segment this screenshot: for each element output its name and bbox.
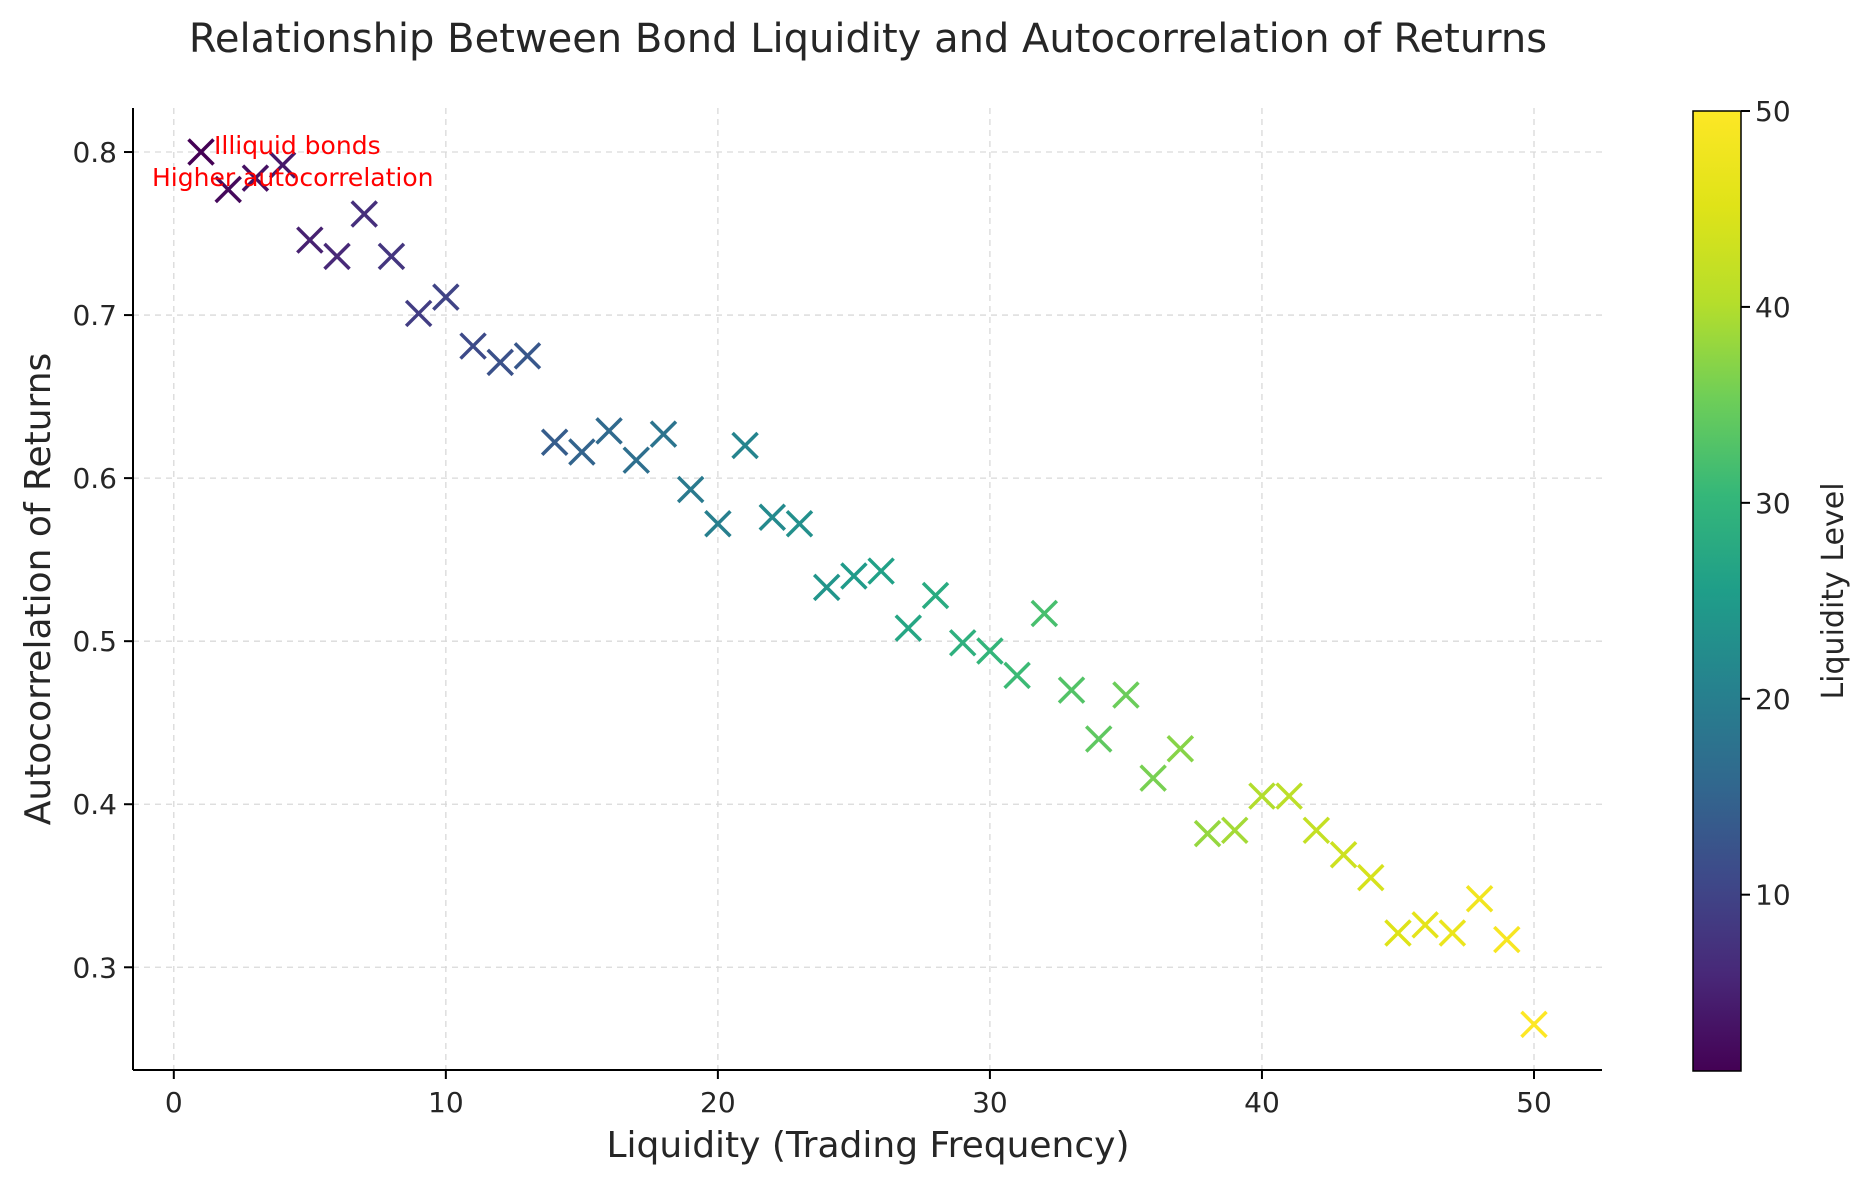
colorbar-label: Liquidity Level xyxy=(1816,482,1850,699)
data-point xyxy=(704,510,732,538)
data-point xyxy=(1030,599,1059,628)
data-point xyxy=(1003,661,1031,690)
colorbar: 10 20 30 40 50 Liquidity Level xyxy=(1692,95,1850,1072)
data-point xyxy=(785,510,814,538)
annotations: Illiquid bonds Higher autocorrelation xyxy=(152,131,433,192)
y-axis-label: Autocorrelation of Returns xyxy=(18,353,59,826)
data-point xyxy=(432,283,460,311)
data-point xyxy=(1248,782,1276,810)
data-point xyxy=(1221,816,1249,845)
data-point xyxy=(377,242,406,271)
data-point xyxy=(867,557,895,585)
data-point xyxy=(1275,782,1303,810)
x-tick-label: 10 xyxy=(428,1086,464,1119)
annotation-illiquid-bonds: Illiquid bonds xyxy=(214,131,381,160)
data-point xyxy=(214,175,242,204)
data-point xyxy=(1520,1010,1548,1039)
data-point xyxy=(540,428,569,456)
data-point xyxy=(894,614,923,642)
data-point xyxy=(1493,925,1521,954)
colorbar-ticks: 10 20 30 40 50 xyxy=(1741,95,1791,912)
data-point xyxy=(1193,819,1222,848)
x-tick-label: 50 xyxy=(1516,1086,1552,1119)
data-point xyxy=(676,475,705,504)
x-axis-label: Liquidity (Trading Frequency) xyxy=(606,1125,1129,1166)
data-point xyxy=(1465,885,1494,913)
data-point xyxy=(1411,911,1439,939)
data-point xyxy=(1329,841,1358,869)
x-tick-label: 40 xyxy=(1244,1086,1280,1119)
data-point xyxy=(404,299,433,328)
data-point xyxy=(268,151,297,179)
chart-title: Relationship Between Bond Liquidity and … xyxy=(189,16,1547,62)
colorbar-tick-label: 30 xyxy=(1755,487,1791,520)
x-tick-label: 0 xyxy=(165,1086,183,1119)
data-point xyxy=(568,438,596,466)
data-point xyxy=(1438,919,1467,947)
data-point xyxy=(1357,863,1385,892)
data-point xyxy=(1112,681,1140,709)
gridlines xyxy=(133,108,1602,1070)
x-tick-label: 30 xyxy=(972,1086,1008,1119)
data-point xyxy=(1084,725,1113,753)
colorbar-tick-label: 10 xyxy=(1755,879,1791,912)
y-tick-label: 0.5 xyxy=(72,625,117,658)
data-point xyxy=(1384,919,1412,947)
data-points xyxy=(187,138,1548,1039)
data-point xyxy=(187,138,215,166)
data-point xyxy=(1139,764,1167,792)
data-point xyxy=(459,332,487,360)
data-point xyxy=(1166,735,1195,763)
annotation-higher-autocorrelation: Higher autocorrelation xyxy=(152,163,433,192)
data-point xyxy=(731,431,759,460)
data-point xyxy=(595,417,623,445)
colorbar-tick-label: 20 xyxy=(1755,683,1791,716)
y-tick-label: 0.6 xyxy=(72,462,117,495)
data-point xyxy=(812,573,841,602)
data-point xyxy=(296,226,324,254)
y-tick-label: 0.3 xyxy=(72,951,117,984)
data-point xyxy=(1302,816,1331,845)
data-point xyxy=(948,629,977,657)
data-point xyxy=(1057,676,1086,704)
y-tick-label: 0.7 xyxy=(72,299,117,332)
colorbar-tick-label: 50 xyxy=(1755,95,1791,128)
y-tick-label: 0.4 xyxy=(72,788,117,821)
data-point xyxy=(622,446,651,474)
data-point xyxy=(513,342,542,370)
y-axis-ticks: 0.3 0.4 0.5 0.6 0.7 0.8 xyxy=(72,136,133,984)
data-point xyxy=(323,242,351,271)
data-point xyxy=(649,420,678,448)
data-point xyxy=(350,200,378,228)
data-point xyxy=(976,637,1004,665)
x-tick-label: 20 xyxy=(700,1086,736,1119)
data-point xyxy=(241,164,270,192)
data-point xyxy=(921,581,950,610)
y-tick-label: 0.8 xyxy=(72,136,117,169)
data-point xyxy=(486,348,514,377)
colorbar-tick-label: 40 xyxy=(1755,291,1791,324)
data-point xyxy=(840,562,868,590)
data-point xyxy=(758,503,787,531)
colorbar-gradient xyxy=(1692,110,1742,1072)
x-axis-ticks: 0 10 20 30 40 50 xyxy=(165,1070,1552,1119)
